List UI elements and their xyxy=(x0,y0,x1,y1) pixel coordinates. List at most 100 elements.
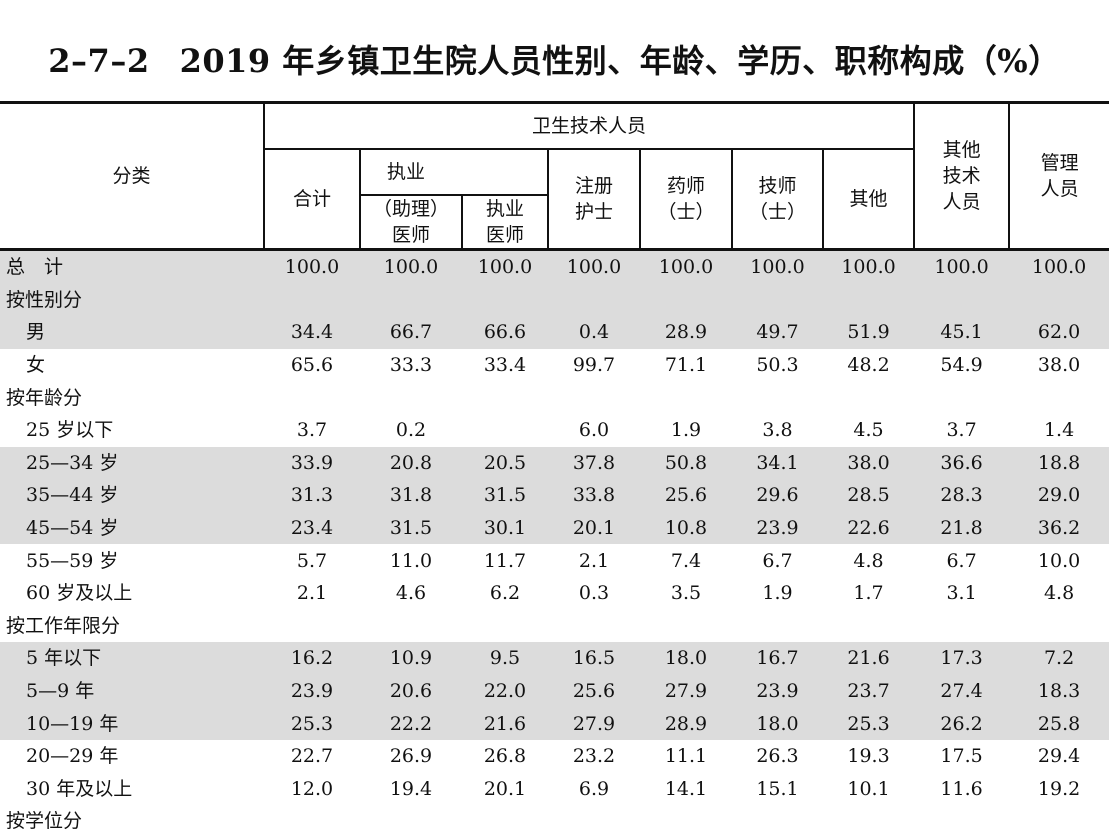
cell-value: 20.1 xyxy=(483,777,527,800)
cell-value: 48.2 xyxy=(847,354,890,377)
cell-value xyxy=(548,805,640,838)
cell-value: 10.0 xyxy=(1037,549,1081,572)
cell-value: 11.1 xyxy=(664,745,708,768)
cell-value xyxy=(640,381,732,414)
cell-value: 19.4 xyxy=(389,777,433,800)
cell-value: 12.0 xyxy=(290,777,334,800)
cell-value: 11.0 xyxy=(389,549,433,572)
cell-value xyxy=(1009,805,1109,838)
table-row: 按性别分 xyxy=(0,283,1109,317)
cell-value: 11.7 xyxy=(483,549,527,572)
cell-value: 21.8 xyxy=(914,511,1010,545)
cell-value xyxy=(548,610,640,643)
cell-value: 31.5 xyxy=(360,511,462,545)
cell-value: 36.2 xyxy=(1009,511,1109,545)
cell-value: 71.1 xyxy=(664,354,708,377)
cell-value: 100.0 xyxy=(732,247,823,284)
cell-value: 6.7 xyxy=(946,549,977,572)
cell-value: 1.4 xyxy=(1043,419,1075,442)
cell-value: 100.0 xyxy=(914,247,1010,284)
row-label: 55—59 岁 xyxy=(26,549,119,572)
table-row: 45—54 岁 23.4 31.5 30.1 20.1 10.8 23.9 22.6 21.8 3… xyxy=(0,511,1109,545)
cell-value: 4.6 xyxy=(395,582,427,605)
cell-value: 23.9 xyxy=(732,674,823,708)
cell-value: 22.0 xyxy=(462,674,548,708)
cell-value xyxy=(732,381,823,414)
header-licensed-assistant-physician: 执业 xyxy=(359,149,548,196)
cell-value: 20.5 xyxy=(462,446,548,480)
header-licensed-assistant-physician-sub: （助理） 医师 xyxy=(359,195,462,250)
cell-value xyxy=(914,610,1009,643)
cell-value: 16.2 xyxy=(264,642,360,675)
header-total: 合计 xyxy=(263,149,360,250)
cell-value xyxy=(823,283,915,317)
row-label: 25 岁以下 xyxy=(26,419,114,442)
cell-value: 26.8 xyxy=(483,745,527,768)
cell-value: 23.7 xyxy=(823,674,915,708)
cell-value: 10.1 xyxy=(847,777,890,800)
cell-value: 29.4 xyxy=(1037,745,1081,768)
cell-value xyxy=(264,283,360,317)
cell-value: 50.8 xyxy=(640,446,732,480)
cell-value: 3.1 xyxy=(946,582,977,605)
cell-value: 9.5 xyxy=(462,642,548,675)
cell-value: 1.7 xyxy=(853,582,884,605)
cell-value: 34.1 xyxy=(732,446,823,480)
row-label: 30 年及以上 xyxy=(26,777,133,800)
table-row: 10—19 年 25.3 22.2 21.6 27.9 28.9 18.0 25.3 26.2 2… xyxy=(0,707,1109,740)
cell-value xyxy=(732,805,823,838)
table-row: 女 65.6 33.3 33.4 99.7 71.1 50.3 48.2 54.9 38.0 xyxy=(0,349,1109,382)
row-label: 35—44 岁 xyxy=(0,479,264,512)
table-title: 2019 年乡镇卫生院人员性别、年龄、学历、职称构成（%） xyxy=(179,42,1061,80)
table-row: 按年龄分 xyxy=(0,381,1109,414)
table-row: 60 岁及以上 2.1 4.6 6.2 0.3 3.5 1.9 1.7 3.1 4.8 xyxy=(0,577,1109,610)
row-label: 男 xyxy=(0,316,264,349)
cell-value: 23.2 xyxy=(572,745,616,768)
cell-value xyxy=(264,381,360,414)
cell-value: 10.8 xyxy=(640,511,732,545)
table-row: 35—44 岁 31.3 31.8 31.5 33.8 25.6 29.6 28.5 28.3 2… xyxy=(0,479,1109,512)
cell-value: 62.0 xyxy=(1009,316,1109,349)
cell-value: 100.0 xyxy=(1009,247,1109,284)
table-row: 25—34 岁 33.9 20.8 20.5 37.8 50.8 34.1 38.0 36.6 1… xyxy=(0,446,1109,480)
cell-value: 65.6 xyxy=(290,354,334,377)
cell-value xyxy=(1009,283,1109,317)
cell-value: 17.5 xyxy=(940,745,983,768)
cell-value xyxy=(823,610,914,643)
header-management-staff: 管理 人员 xyxy=(1008,104,1109,250)
cell-value: 33.3 xyxy=(389,354,433,377)
cell-value: 19.3 xyxy=(847,745,890,768)
header-pharmacist: 药师 （士） xyxy=(639,149,732,250)
cell-value: 22.2 xyxy=(360,707,462,740)
cell-value: 3.7 xyxy=(946,419,977,442)
cell-value: 23.9 xyxy=(264,674,360,708)
row-label: 45—54 岁 xyxy=(0,511,264,545)
cell-value xyxy=(1009,381,1109,414)
header-technician: 技师 （士） xyxy=(731,149,823,250)
cell-value: 22.6 xyxy=(823,511,915,545)
cell-value: 27.4 xyxy=(914,674,1010,708)
cell-value: 25.6 xyxy=(640,479,732,512)
cell-value: 27.9 xyxy=(640,674,732,708)
cell-value: 66.6 xyxy=(462,316,548,349)
cell-value: 4.8 xyxy=(853,549,884,572)
cell-value xyxy=(548,283,640,317)
cell-value xyxy=(264,610,360,643)
top-rule xyxy=(0,101,1109,104)
cell-value: 18.3 xyxy=(1009,674,1109,708)
cell-value xyxy=(823,381,914,414)
row-label: 60 岁及以上 xyxy=(26,582,133,605)
table-row: 总 计 100.0 100.0 100.0 100.0 100.0 100.0 100.0 10… xyxy=(0,247,1109,284)
cell-value xyxy=(462,414,548,447)
cell-value: 20.6 xyxy=(360,674,462,708)
cell-value: 38.0 xyxy=(823,446,915,480)
cell-value xyxy=(462,283,548,317)
table-row: 5 年以下 16.2 10.9 9.5 16.5 18.0 16.7 21.6 17.3 7.2 xyxy=(0,642,1109,675)
page-title: 2–7–2 2019 年乡镇卫生院人员性别、年龄、学历、职称构成（%） xyxy=(0,36,1109,82)
cell-value xyxy=(462,610,548,643)
cell-value: 5.7 xyxy=(296,549,328,572)
cell-value xyxy=(548,381,640,414)
cell-value: 3.5 xyxy=(670,582,702,605)
header-licensed-physician: 执业 医师 xyxy=(461,195,548,250)
cell-value: 28.9 xyxy=(640,316,732,349)
